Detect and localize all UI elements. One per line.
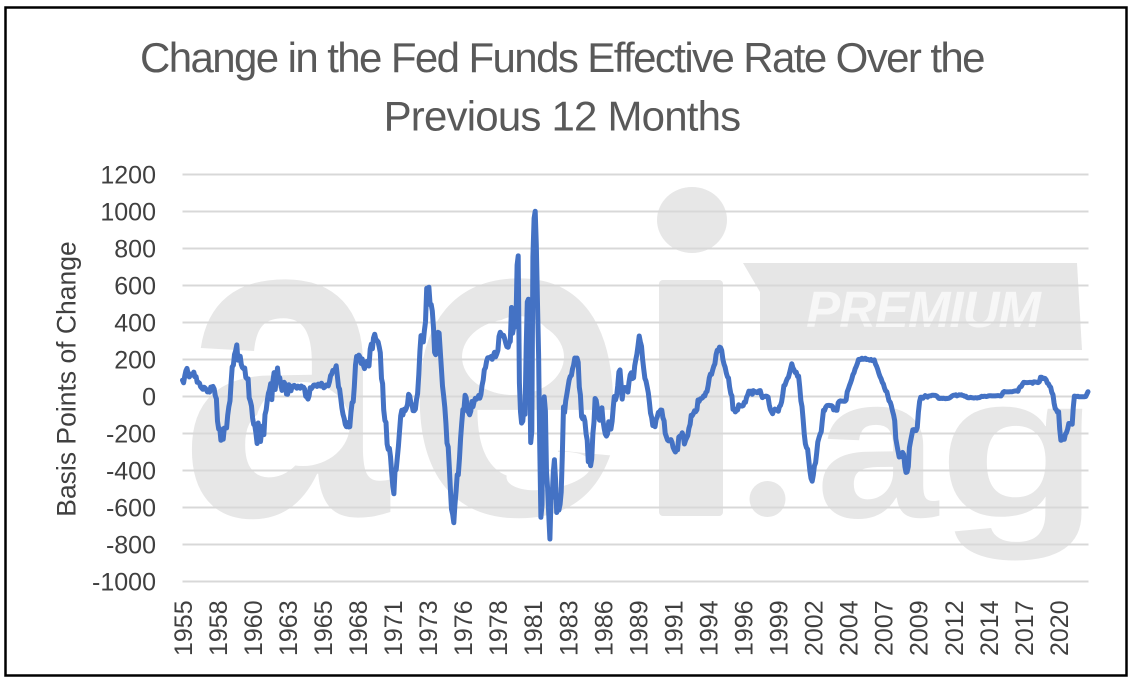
svg-text:-1000: -1000 <box>92 569 156 597</box>
svg-text:1978: 1978 <box>485 600 513 656</box>
svg-text:1960: 1960 <box>240 600 268 656</box>
svg-text:1989: 1989 <box>625 600 653 656</box>
svg-text:0: 0 <box>142 384 156 412</box>
svg-text:1976: 1976 <box>450 600 478 656</box>
svg-text:2007: 2007 <box>871 600 899 656</box>
svg-text:2020: 2020 <box>1046 600 1074 656</box>
svg-text:2004: 2004 <box>836 600 864 656</box>
svg-text:2017: 2017 <box>1011 600 1039 656</box>
svg-text:Change in the Fed Funds Effect: Change in the Fed Funds Effective Rate O… <box>140 34 984 81</box>
svg-text:2002: 2002 <box>801 600 829 656</box>
svg-text:1200: 1200 <box>100 162 156 190</box>
svg-text:400: 400 <box>114 310 156 338</box>
svg-text:2014: 2014 <box>976 600 1004 656</box>
svg-text:1981: 1981 <box>520 600 548 656</box>
svg-text:PREMIUM: PREMIUM <box>806 281 1042 338</box>
svg-text:1991: 1991 <box>660 600 688 656</box>
svg-text:1983: 1983 <box>555 600 583 656</box>
svg-text:Basis Points of Change: Basis Points of Change <box>52 241 82 516</box>
svg-text:1971: 1971 <box>380 600 408 656</box>
svg-text:1965: 1965 <box>310 600 338 656</box>
svg-text:1968: 1968 <box>345 600 373 656</box>
svg-text:1999: 1999 <box>766 600 794 656</box>
svg-text:1994: 1994 <box>696 600 724 656</box>
svg-text:-400: -400 <box>106 458 156 486</box>
svg-text:1963: 1963 <box>275 600 303 656</box>
svg-text:-600: -600 <box>106 495 156 523</box>
svg-text:g: g <box>938 332 1100 561</box>
svg-text:1996: 1996 <box>731 600 759 656</box>
svg-text:2012: 2012 <box>941 600 969 656</box>
svg-text:Previous 12 Months: Previous 12 Months <box>384 93 741 140</box>
svg-text:1000: 1000 <box>100 199 156 227</box>
svg-text:200: 200 <box>114 347 156 375</box>
svg-text:-200: -200 <box>106 421 156 449</box>
svg-text:1955: 1955 <box>170 600 198 656</box>
svg-text:-800: -800 <box>106 532 156 560</box>
svg-text:800: 800 <box>114 236 156 264</box>
svg-text:600: 600 <box>114 273 156 301</box>
svg-text:1986: 1986 <box>590 600 618 656</box>
svg-text:1958: 1958 <box>205 600 233 656</box>
svg-text:2009: 2009 <box>906 600 934 656</box>
svg-text:1973: 1973 <box>415 600 443 656</box>
